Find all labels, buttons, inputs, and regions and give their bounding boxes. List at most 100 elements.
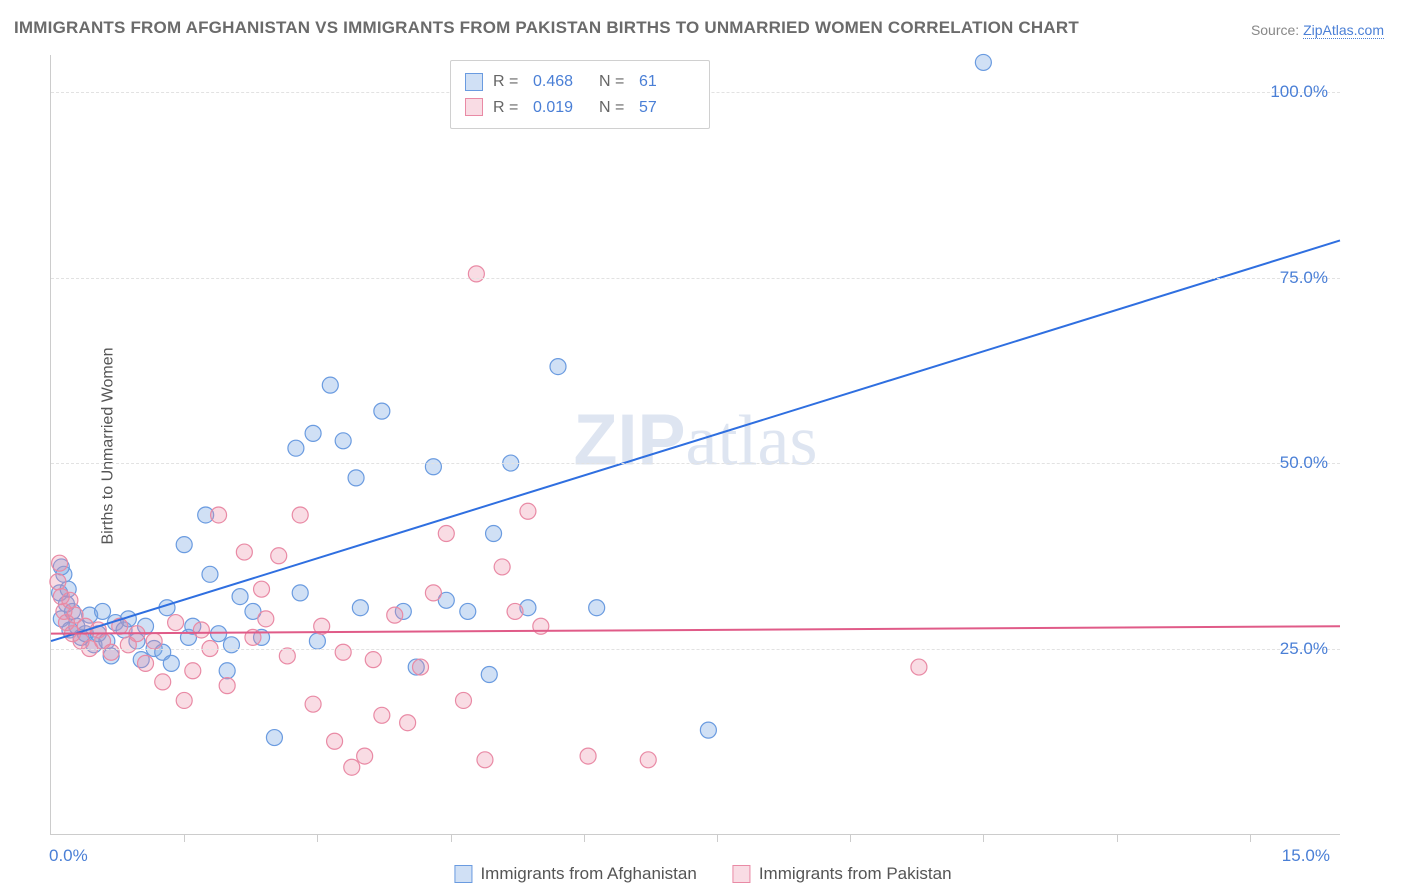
data-point	[176, 692, 192, 708]
x-tick	[184, 834, 185, 842]
source-prefix: Source:	[1251, 22, 1303, 38]
data-point	[387, 607, 403, 623]
data-point	[344, 759, 360, 775]
data-point	[258, 611, 274, 627]
data-point	[163, 655, 179, 671]
legend-swatch	[465, 98, 483, 116]
data-point	[374, 707, 390, 723]
x-tick	[1117, 834, 1118, 842]
legend-row: R = 0.468 N = 61	[465, 69, 695, 95]
data-point	[232, 589, 248, 605]
legend-r-label: R =	[493, 69, 523, 95]
data-point	[400, 715, 416, 731]
data-point	[219, 678, 235, 694]
data-point	[309, 633, 325, 649]
data-point	[211, 507, 227, 523]
data-point	[95, 603, 111, 619]
legend-swatch	[733, 865, 751, 883]
data-point	[335, 644, 351, 660]
y-tick-label: 100.0%	[1270, 82, 1328, 102]
data-point	[335, 433, 351, 449]
data-point	[223, 637, 239, 653]
legend-item: Immigrants from Pakistan	[733, 864, 952, 884]
data-point	[520, 503, 536, 519]
data-point	[460, 603, 476, 619]
data-point	[168, 615, 184, 631]
legend-label: Immigrants from Afghanistan	[480, 864, 696, 884]
data-point	[975, 54, 991, 70]
data-point	[374, 403, 390, 419]
data-point	[305, 696, 321, 712]
x-tick	[451, 834, 452, 842]
data-point	[279, 648, 295, 664]
data-point	[507, 603, 523, 619]
data-point	[425, 459, 441, 475]
data-point	[219, 663, 235, 679]
source-link[interactable]: ZipAtlas.com	[1303, 22, 1384, 39]
x-tick-label: 0.0%	[49, 846, 88, 866]
gridline	[51, 463, 1340, 464]
chart-svg	[51, 55, 1340, 834]
legend-swatch	[454, 865, 472, 883]
x-tick	[850, 834, 851, 842]
legend-stats: R = 0.468 N = 61 R = 0.019 N = 57	[450, 60, 710, 129]
y-tick-label: 25.0%	[1280, 639, 1328, 659]
legend-n-label: N =	[599, 95, 629, 121]
x-tick-label: 15.0%	[1282, 846, 1330, 866]
y-tick-label: 50.0%	[1280, 453, 1328, 473]
legend-n-value: 57	[639, 95, 695, 121]
gridline	[51, 649, 1340, 650]
legend-r-value: 0.019	[533, 95, 589, 121]
chart-title: IMMIGRANTS FROM AFGHANISTAN VS IMMIGRANT…	[14, 18, 1079, 38]
data-point	[486, 526, 502, 542]
legend-r-value: 0.468	[533, 69, 589, 95]
data-point	[103, 644, 119, 660]
data-point	[305, 425, 321, 441]
source-attribution: Source: ZipAtlas.com	[1251, 22, 1384, 38]
data-point	[202, 566, 218, 582]
data-point	[62, 592, 78, 608]
trend-line	[51, 240, 1340, 641]
data-point	[494, 559, 510, 575]
legend-swatch	[465, 73, 483, 91]
data-point	[322, 377, 338, 393]
plot-area: ZIPatlas 25.0%50.0%75.0%100.0%0.0%15.0%	[50, 55, 1340, 835]
data-point	[640, 752, 656, 768]
data-point	[52, 555, 68, 571]
data-point	[266, 730, 282, 746]
data-point	[185, 663, 201, 679]
data-point	[146, 633, 162, 649]
data-point	[288, 440, 304, 456]
data-point	[352, 600, 368, 616]
data-point	[138, 655, 154, 671]
data-point	[236, 544, 252, 560]
y-tick-label: 75.0%	[1280, 268, 1328, 288]
data-point	[357, 748, 373, 764]
data-point	[254, 581, 270, 597]
x-tick	[1250, 834, 1251, 842]
x-tick	[717, 834, 718, 842]
data-point	[292, 507, 308, 523]
legend-n-value: 61	[639, 69, 695, 95]
data-point	[911, 659, 927, 675]
legend-row: R = 0.019 N = 57	[465, 95, 695, 121]
data-point	[413, 659, 429, 675]
data-point	[155, 674, 171, 690]
data-point	[589, 600, 605, 616]
legend-n-label: N =	[599, 69, 629, 95]
data-point	[477, 752, 493, 768]
data-point	[425, 585, 441, 601]
data-point	[468, 266, 484, 282]
data-point	[193, 622, 209, 638]
data-point	[481, 666, 497, 682]
data-point	[580, 748, 596, 764]
legend-r-label: R =	[493, 95, 523, 121]
data-point	[271, 548, 287, 564]
x-tick	[983, 834, 984, 842]
legend-bottom: Immigrants from Afghanistan Immigrants fr…	[454, 864, 951, 884]
gridline	[51, 278, 1340, 279]
legend-item: Immigrants from Afghanistan	[454, 864, 696, 884]
data-point	[365, 652, 381, 668]
data-point	[176, 537, 192, 553]
data-point	[348, 470, 364, 486]
